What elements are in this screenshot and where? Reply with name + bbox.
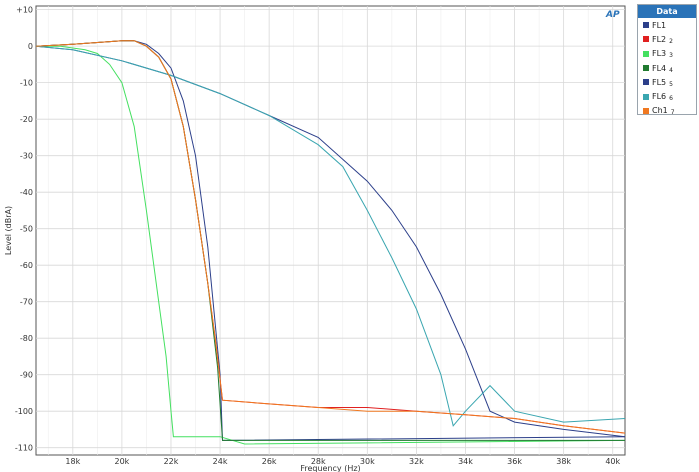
y-tick-label: -20 [20,115,33,124]
legend-item-fl4[interactable]: FL4 4 [638,61,696,75]
x-tick-label: 18k [65,457,80,466]
series-line-fl3 [36,45,626,445]
legend-index: 2 [669,37,673,45]
series-line-ch1 [35,40,626,434]
legend-swatch [643,79,649,86]
y-tick-label: -110 [15,444,33,453]
legend-item-fl3[interactable]: FL3 3 [638,47,696,61]
y-axis-title: Level (dBrA) [4,206,13,255]
legend-index: 5 [669,80,673,88]
legend-index: 3 [669,52,673,60]
series-group [35,40,626,445]
legend-item-fl5[interactable]: FL5 5 [638,75,696,89]
ap-logo: AP [606,10,620,20]
legend-swatch [643,36,649,43]
plot-area [35,5,626,456]
x-tick-label: 26k [262,457,277,466]
legend-index: 6 [669,95,673,103]
legend-label: FL5 [652,77,667,87]
x-tick-label: 40k [605,457,620,466]
legend-swatch [643,107,649,114]
legend-label: FL2 [652,34,667,44]
x-tick-label: 32k [409,457,424,466]
legend-item-ch1[interactable]: Ch1 7 [638,104,696,118]
legend-item-fl6[interactable]: FL6 6 [638,89,696,103]
y-tick-label: 0 [28,42,33,51]
legend-swatch [643,93,649,100]
x-tick-label: 38k [556,457,571,466]
y-tick-label: -40 [20,188,33,197]
legend-index: 7 [670,109,675,117]
legend-swatch [643,50,649,57]
y-tick-label: -90 [20,371,33,380]
y-tick-label: -60 [20,261,33,270]
x-tick-label: 24k [213,457,228,466]
legend-item-fl1[interactable]: FL1 [638,18,696,32]
y-tick-label: -70 [20,298,33,307]
y-tick-label: -30 [20,152,33,161]
x-tick-label: 34k [458,457,473,466]
series-line-fl6 [35,45,626,427]
x-tick-label: 20k [114,457,129,466]
tick-labels: 18k 20k 22k 24k 26k 28k 30k 32k 34k 36k 38k 40k +10 0… [15,6,621,466]
legend-label: FL1 [652,20,667,30]
x-tick-label: 36k [507,457,522,466]
y-tick-label: +10 [16,6,33,15]
legend-swatch [643,65,649,72]
legend-title: Data [638,5,696,18]
x-axis-title: Frequency (Hz) [300,464,360,472]
legend-label: FL4 [652,63,667,73]
x-tick-label: 22k [164,457,179,466]
legend-label: FL6 [652,92,667,102]
grid [36,6,625,455]
y-tick-label: -10 [20,79,33,88]
x-tick-label: 30k [360,457,375,466]
legend-swatch [643,22,649,29]
x-tick-label: 28k [311,457,326,466]
y-tick-label: -50 [20,225,33,234]
legend-item-fl2[interactable]: FL2 2 [638,32,696,46]
y-tick-label: -100 [15,407,33,416]
legend-index: 4 [669,66,673,74]
y-tick-label: -80 [20,334,33,343]
legend-label: FL3 [652,49,667,59]
legend: Data FL1 FL2 2 FL3 3 FL4 4 FL5 5 FL6 6 Ch1 7 [637,4,697,118]
legend-label: Ch1 [652,106,668,116]
